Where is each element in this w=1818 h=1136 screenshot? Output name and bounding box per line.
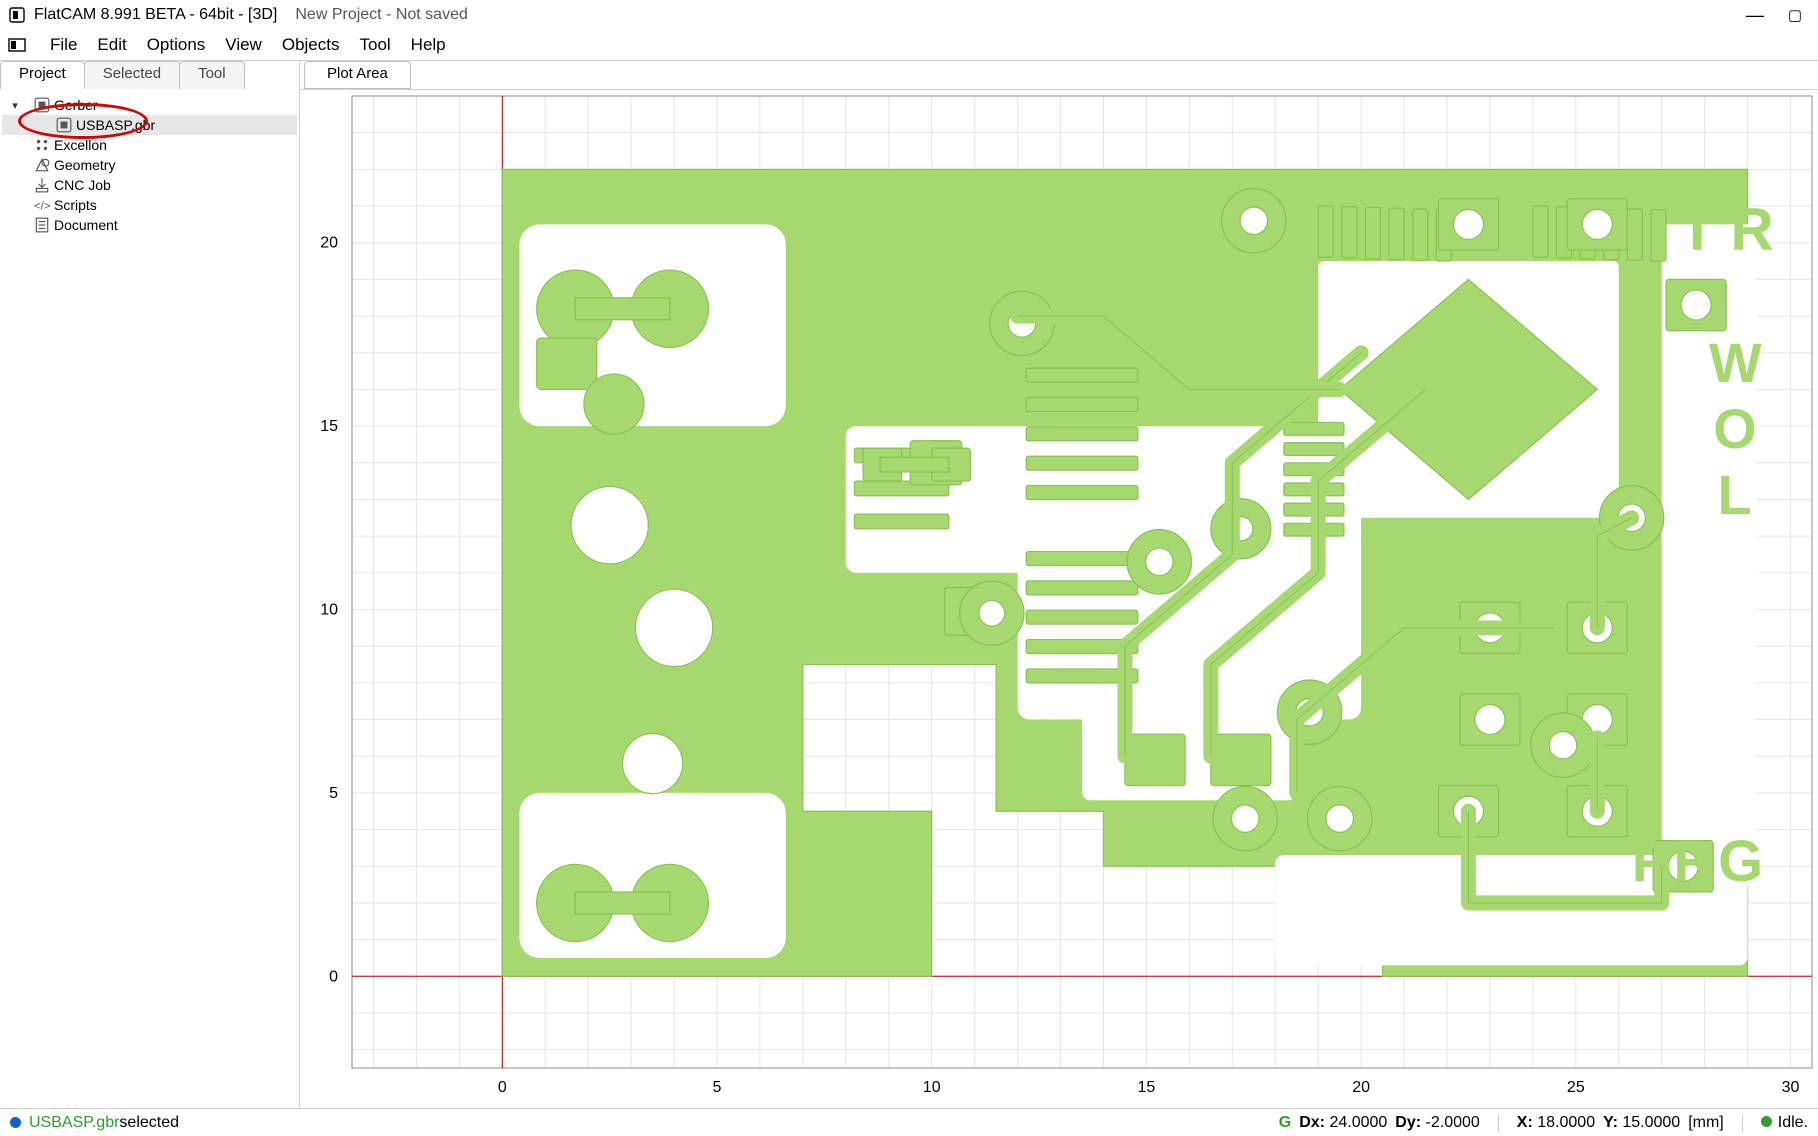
svg-text:O: O: [1713, 397, 1756, 460]
tab-plot-area[interactable]: Plot Area: [304, 61, 411, 89]
tree-label: CNC Job: [54, 177, 117, 193]
svg-text:0: 0: [329, 968, 338, 985]
svg-text:5: 5: [329, 785, 338, 802]
right-tabs: Plot Area: [300, 61, 1818, 89]
tree-item-cncjob[interactable]: CNC Job: [2, 175, 297, 195]
minimize-button[interactable]: —: [1746, 6, 1764, 24]
svg-text:30: 30: [1782, 1079, 1800, 1096]
excellon-icon: [34, 138, 50, 152]
tree-label: Excellon: [54, 137, 113, 153]
svg-text:PRG: PRG: [1632, 830, 1767, 894]
svg-text:R: R: [1730, 196, 1773, 263]
tree-item-geometry[interactable]: Geometry: [2, 155, 297, 175]
svg-text:15: 15: [320, 418, 338, 435]
status-selection-suffix: selected: [119, 1114, 179, 1132]
dy-label: Dy:: [1395, 1114, 1421, 1131]
tree-item-excellon[interactable]: Excellon: [2, 135, 297, 155]
dx-label: Dx:: [1299, 1114, 1325, 1131]
menubar: File Edit Options View Objects Tool Help: [0, 30, 1818, 60]
x-value: 18.0000: [1537, 1114, 1595, 1131]
window-controls: — ▢: [1746, 6, 1810, 24]
svg-text:0: 0: [498, 1079, 507, 1096]
left-tabs: Project Selected Tool: [0, 61, 299, 89]
svg-text:T: T: [1679, 196, 1716, 263]
titlebar: FlatCAM 8.991 BETA - 64bit - [3D] New Pr…: [0, 0, 1818, 30]
tree-item-usbasp[interactable]: USBASP.gbr: [2, 115, 297, 135]
svg-text:</>: </>: [34, 201, 50, 213]
gerber-icon: [34, 98, 50, 112]
tab-selected[interactable]: Selected: [84, 61, 180, 89]
svg-text:L: L: [1718, 463, 1752, 526]
script-icon: </>: [34, 198, 50, 212]
left-panel: Project Selected Tool ▾ Gerber USBASP.gb…: [0, 61, 300, 1108]
tree-label: USBASP.gbr: [76, 117, 161, 133]
idle-dot-icon: [1761, 1116, 1772, 1127]
project-tree[interactable]: ▾ Gerber USBASP.gbr Excellon: [0, 89, 299, 1108]
idle-label: Idle.: [1778, 1114, 1808, 1131]
svg-text:20: 20: [1352, 1079, 1370, 1096]
menu-tool[interactable]: Tool: [349, 35, 400, 55]
svg-text:20: 20: [320, 235, 338, 252]
svg-text:5: 5: [713, 1079, 722, 1096]
cnc-icon: [34, 178, 50, 192]
tree-item-document[interactable]: Document: [2, 215, 297, 235]
grid-indicator[interactable]: G: [1279, 1114, 1291, 1132]
tree-label: Gerber: [54, 97, 104, 113]
tab-tool[interactable]: Tool: [179, 61, 245, 89]
tree-label: Scripts: [54, 197, 103, 213]
x-label: X:: [1517, 1114, 1533, 1131]
geometry-icon: [34, 158, 50, 172]
svg-text:15: 15: [1138, 1079, 1156, 1096]
window-title-project: New Project - Not saved: [295, 6, 468, 24]
chevron-down-icon[interactable]: ▾: [8, 99, 22, 112]
tree-label: Geometry: [54, 157, 121, 173]
y-label: Y:: [1603, 1114, 1618, 1131]
app-icon: [8, 6, 26, 24]
svg-text:25: 25: [1567, 1079, 1585, 1096]
plot-area[interactable]: 0 5 10 15 20 25 30 0 5 10 15 20 TR WOL PRG: [300, 89, 1818, 1108]
menu-help[interactable]: Help: [401, 35, 456, 55]
right-panel: Plot Area 0 5 10 15 20 25 30 0 5 10 15 20 TR WOL PRG: [300, 61, 1818, 1108]
svg-text:W: W: [1709, 331, 1762, 394]
plot-canvas[interactable]: 0 5 10 15 20 25 30 0 5 10 15 20 TR WOL PRG: [300, 90, 1818, 1108]
statusbar: USBASP.gbr selected G Dx: 24.0000 Dy: -2…: [0, 1108, 1818, 1136]
menu-view[interactable]: View: [215, 35, 272, 55]
tab-project[interactable]: Project: [0, 61, 85, 89]
tree-item-scripts[interactable]: </> Scripts: [2, 195, 297, 215]
tree-item-gerber[interactable]: ▾ Gerber: [2, 95, 297, 115]
gerber-file-icon: [56, 118, 72, 132]
status-selection-name: USBASP.gbr: [29, 1114, 119, 1132]
menu-options[interactable]: Options: [137, 35, 216, 55]
svg-text:10: 10: [923, 1079, 941, 1096]
tree-label: Document: [54, 217, 124, 233]
dy-value: -2.0000: [1426, 1114, 1480, 1131]
units-label: [mm]: [1688, 1114, 1724, 1132]
menu-objects[interactable]: Objects: [272, 35, 350, 55]
window-title-app: FlatCAM 8.991 BETA - 64bit - [3D]: [34, 6, 277, 24]
menu-edit[interactable]: Edit: [87, 35, 136, 55]
y-value: 15.0000: [1622, 1114, 1680, 1131]
status-dot-icon: [10, 1117, 21, 1128]
maximize-button[interactable]: ▢: [1788, 8, 1802, 23]
document-icon: [34, 218, 50, 232]
svg-text:10: 10: [320, 602, 338, 619]
menu-app-icon: [8, 36, 26, 54]
dx-value: 24.0000: [1329, 1114, 1387, 1131]
menu-file[interactable]: File: [40, 35, 87, 55]
